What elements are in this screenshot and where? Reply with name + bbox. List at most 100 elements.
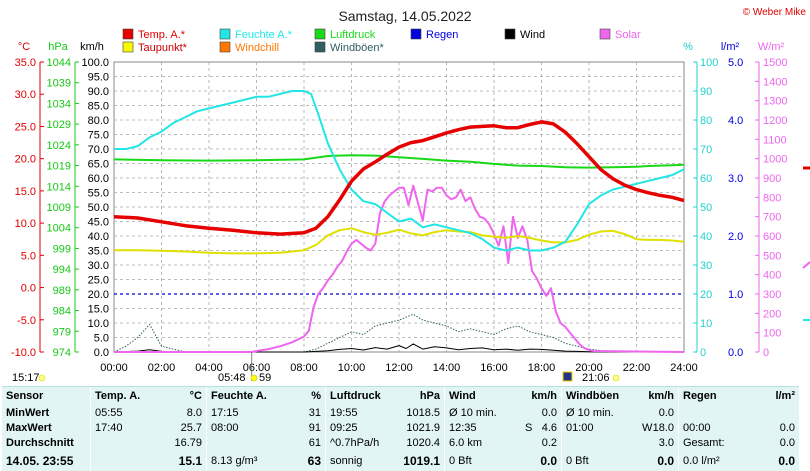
temp-tick-label: 0.0 <box>21 283 36 295</box>
temp-max-value: 25.7 <box>180 422 202 434</box>
legend-swatch <box>314 28 326 40</box>
legend-label: Feuchte A.* <box>235 29 293 41</box>
rain-total-value: 0.0 <box>779 437 795 449</box>
wind-tick-label: 45.0 <box>88 217 109 229</box>
solar-tick-label: 400 <box>763 270 781 282</box>
stats-sensor-column: Sensor MinWert MaxWert Durchschnitt 14.0… <box>2 387 90 471</box>
wind-tick-label: 15.0 <box>88 304 109 316</box>
humidity-tick-label: 20 <box>700 289 712 301</box>
humidity-max-time: 08:00 <box>211 422 239 434</box>
temp-axis-unit: °C <box>18 41 30 53</box>
pressure-tick-label: 994 <box>53 264 71 276</box>
pressure-min-time: 19:55 <box>330 407 358 419</box>
x-tick-label: 08:00 <box>290 362 318 374</box>
solar-tick-label: 900 <box>763 173 781 185</box>
gust-avg10-label: Ø 10 min. <box>566 407 614 419</box>
pressure-tick-label: 984 <box>53 306 71 318</box>
pressure-max-time: 09:25 <box>330 422 358 434</box>
stats-timestamp: 14.05. 23:55 <box>6 454 74 468</box>
humidity-tick-label: 40 <box>700 231 712 243</box>
legend-label: Windböen* <box>330 42 385 54</box>
series-line-luftdruck <box>113 154 685 169</box>
wind-header: Wind <box>449 390 476 402</box>
wind-unit: km/h <box>531 390 557 402</box>
wind-tick-label: 70.0 <box>88 144 109 156</box>
row-label-avg: Durchschnitt <box>6 437 74 449</box>
temp-tick-label: 5.0 <box>21 250 36 262</box>
solar-tick-label: 0 <box>763 347 769 359</box>
humidity-min-time: 17:15 <box>211 407 239 419</box>
stats-humidity-column: Feuchte A.% 17:15 31 08:00 91 61 8.13 g/m³… <box>207 387 325 471</box>
solar-tick-label: 200 <box>763 308 781 320</box>
gust-avg-value: 3.0 <box>658 437 674 449</box>
legend-label: Solar <box>615 29 641 41</box>
weather-chart: Samstag, 14.05.2022 © Weber Mike Temp. A.*… <box>11 7 810 384</box>
pressure-tick-label: 999 <box>53 243 71 255</box>
legend-label: Taupunkt* <box>138 42 188 54</box>
sensor-header: Sensor <box>6 390 44 402</box>
legend-swatch <box>122 41 134 53</box>
humidity-unit: % <box>311 390 321 402</box>
x-tick-label: 16:00 <box>480 362 508 374</box>
sunset-icon <box>562 371 573 382</box>
solar-axis-unit: W/m² <box>758 41 785 53</box>
temp-max-time: 17:40 <box>95 422 123 434</box>
humidity-tick-label: 30 <box>700 260 712 272</box>
x-tick-label: 06:00 <box>243 362 271 374</box>
row-label-min: MinWert <box>6 407 50 419</box>
legend-label: Windchill <box>235 42 279 54</box>
legend-swatch <box>314 41 326 53</box>
x-tick-label: 04:00 <box>195 362 223 374</box>
solar-tick-label: 500 <box>763 250 781 262</box>
rain-rate: 0.0 l/m² <box>683 455 720 467</box>
series-line-windb-en <box>113 313 684 353</box>
rain-tick-label: 3.0 <box>728 173 743 185</box>
temp-header: Temp. A. <box>95 390 141 402</box>
pressure-unit: hPa <box>419 390 440 402</box>
solar-tick-label: 1400 <box>763 76 787 88</box>
sunset-time: 21:06 <box>582 372 610 384</box>
humidity-max-value: 91 <box>308 422 321 434</box>
wind-tick-label: 5.0 <box>94 333 109 345</box>
gust-unit: km/h <box>648 390 674 402</box>
pressure-current: 1019.1 <box>403 454 440 468</box>
wind-tick-label: 95.0 <box>88 72 109 84</box>
wind-avg-value: 0.2 <box>541 437 557 449</box>
solar-tick-label: 1000 <box>763 154 787 166</box>
pressure-trend: ^0.7hPa/h <box>330 437 380 449</box>
legend-swatch <box>219 41 231 53</box>
rain-max-time: 00:00 <box>683 422 711 434</box>
series-line-solar <box>114 184 685 353</box>
temp-min-value: 8.0 <box>186 407 202 419</box>
wind-tick-label: 25.0 <box>88 275 109 287</box>
wind-tick-label: 40.0 <box>88 231 109 243</box>
temp-tick-label: -5.0 <box>17 315 36 327</box>
series-line-feuchte-a <box>114 90 685 252</box>
solar-tick-label: 1500 <box>763 57 787 69</box>
humidity-absolute: 8.13 g/m³ <box>211 455 258 467</box>
legend-swatch <box>122 28 134 40</box>
x-tick-label: 22:00 <box>623 362 651 374</box>
x-tick-label: 00:00 <box>100 362 128 374</box>
temp-tick-label: -10.0 <box>11 347 36 359</box>
wind-tick-label: 85.0 <box>88 101 109 113</box>
rain-tick-label: 0.0 <box>728 347 743 359</box>
solar-tick-label: 700 <box>763 212 781 224</box>
rain-max-value: 0.0 <box>779 422 795 434</box>
wind-max-direction: S <box>525 422 533 434</box>
sunset-dot <box>612 374 620 382</box>
legend-swatch <box>599 28 611 40</box>
wind-distance: 6.0 km <box>449 437 483 449</box>
sun-dot-left <box>38 374 46 382</box>
pressure-tick-label: 1009 <box>47 202 71 214</box>
humidity-tick-label: 80 <box>700 115 712 127</box>
rain-tick-label: 2.0 <box>728 231 743 243</box>
temp-min-time: 05:55 <box>95 407 123 419</box>
temp-tick-label: 15.0 <box>15 186 36 198</box>
legend-label: Regen <box>426 29 458 41</box>
wind-avg10-value: 0.0 <box>541 407 557 419</box>
x-tick-label: 14:00 <box>433 362 461 374</box>
wind-tick-label: 10.0 <box>88 318 109 330</box>
stats-temp-column: Temp. A. °C 05:55 8.0 17:40 25.7 16.79 15.1 <box>91 387 206 471</box>
humidity-current: 63 <box>307 454 321 468</box>
